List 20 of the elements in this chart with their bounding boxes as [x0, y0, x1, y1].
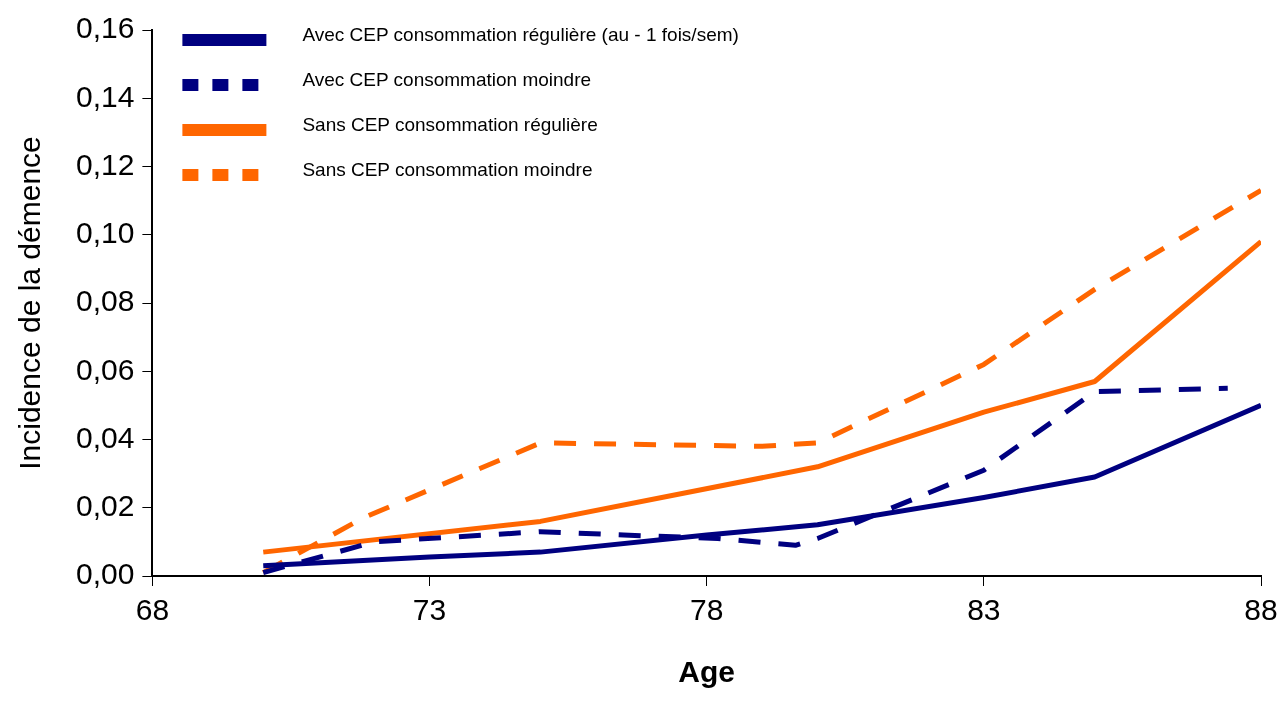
x-axis-title: Age [678, 655, 736, 689]
y-tick-label: 0,14 [76, 79, 135, 113]
x-tick-label: 73 [412, 593, 447, 627]
x-tick-label: 88 [1244, 593, 1278, 627]
legend-label: Avec CEP consommation moindre [302, 69, 592, 91]
y-tick-label: 0,00 [76, 557, 135, 591]
y-tick-label: 0,12 [76, 147, 135, 181]
y-tick-label: 0,04 [76, 420, 135, 454]
y-axis-title: Incidence de la démence [13, 136, 47, 470]
legend-label: Sans CEP consommation moindre [302, 159, 593, 181]
x-tick-label: 68 [135, 593, 170, 627]
y-tick-label: 0,06 [76, 352, 135, 386]
y-tick-label: 0,02 [76, 489, 135, 523]
y-tick-label: 0,08 [76, 284, 135, 318]
y-tick-label: 0,16 [76, 11, 135, 45]
x-tick-label: 78 [690, 593, 724, 627]
legend-label: Sans CEP consommation régulière [302, 114, 598, 136]
y-tick-label: 0,10 [76, 216, 135, 250]
x-tick-label: 83 [967, 593, 1001, 627]
legend-label: Avec CEP consommation régulière (au - 1 fois/sem) [302, 24, 739, 46]
